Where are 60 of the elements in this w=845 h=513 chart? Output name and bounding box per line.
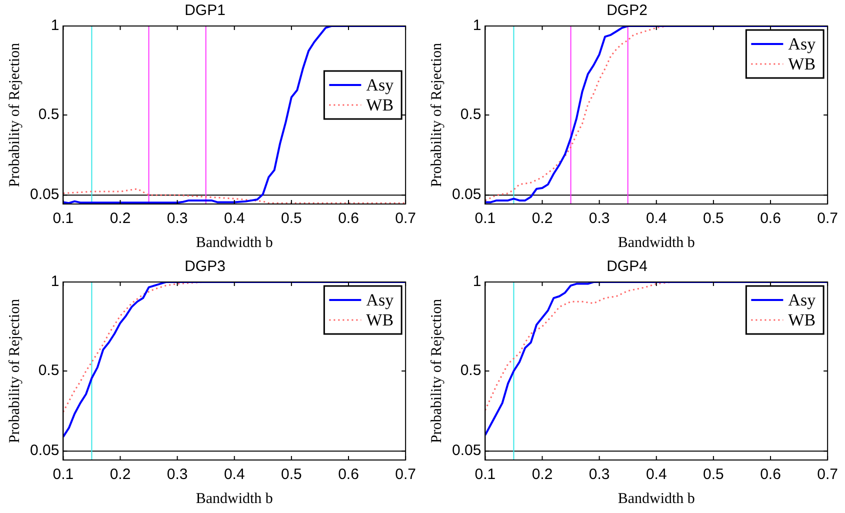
y-tick-label: 1 (50, 273, 60, 290)
legend-label: Asy (366, 75, 394, 94)
x-tick-label: 0.3 (166, 466, 188, 484)
x-tick-label: 0.2 (110, 210, 131, 228)
x-tick-label: 0.4 (646, 466, 667, 484)
x-tick-label: 0.5 (703, 210, 724, 228)
chart-title: DGP3 (184, 258, 226, 276)
x-tick-label: 0.5 (703, 466, 724, 484)
y-tick-label: 0.05 (452, 186, 482, 204)
x-tick-label: 0.6 (760, 210, 781, 228)
x-axis-title: Bandwidth b (196, 234, 273, 251)
y-axis-title: Probability of Rejection (6, 298, 23, 444)
x-axis-title: Bandwidth b (196, 490, 273, 507)
x-tick-label: 0.1 (52, 466, 74, 484)
y-axis-title: Probability of Rejection (428, 42, 445, 188)
x-tick-label: 0.2 (110, 466, 131, 484)
legend-label: WB (366, 310, 394, 330)
x-tick-label: 0.6 (338, 210, 359, 228)
y-axis-title: Probability of Rejection (6, 42, 23, 188)
x-tick-label: 0.2 (532, 466, 553, 484)
chart-title: DGP4 (606, 258, 648, 276)
legend-label: Asy (366, 290, 394, 310)
x-axis-title: Bandwidth b (618, 234, 695, 251)
x-tick-label: 0.3 (588, 210, 610, 228)
y-tick-label: 1 (50, 17, 60, 34)
x-tick-label: 0.6 (760, 466, 781, 484)
x-tick-label: 0.1 (52, 210, 74, 228)
x-tick-label: 0.7 (395, 466, 416, 484)
x-tick-label: 0.7 (817, 466, 838, 484)
x-tick-label: 0.5 (281, 466, 302, 484)
x-tick-label: 0.4 (224, 466, 245, 484)
chart-title: DGP1 (184, 2, 226, 20)
legend-label: Asy (788, 290, 816, 310)
x-tick-label: 0.1 (474, 210, 496, 228)
legend-label: WB (788, 54, 816, 74)
x-tick-label: 0.4 (224, 210, 245, 228)
x-tick-label: 0.7 (395, 210, 416, 228)
y-tick-label: 0.5 (460, 106, 482, 124)
y-tick-label: 0.05 (452, 442, 482, 460)
y-tick-label: 0.05 (30, 442, 60, 460)
legend-label: WB (788, 310, 816, 330)
x-tick-label: 0.3 (166, 210, 188, 228)
y-tick-label: 0.5 (460, 362, 482, 380)
x-tick-label: 0.2 (532, 210, 553, 228)
y-tick-label: 1 (472, 273, 482, 290)
legend-label: Asy (788, 34, 816, 54)
y-tick-label: 0.5 (38, 362, 60, 380)
x-axis-title: Bandwidth b (618, 490, 695, 507)
x-tick-label: 0.7 (817, 210, 838, 228)
y-tick-label: 0.05 (30, 186, 60, 204)
x-tick-label: 0.6 (338, 466, 359, 484)
y-axis-title: Probability of Rejection (428, 298, 445, 444)
y-tick-label: 1 (472, 17, 482, 34)
legend-label: WB (366, 95, 394, 114)
y-tick-label: 0.5 (38, 106, 60, 124)
x-tick-label: 0.5 (281, 210, 302, 228)
x-tick-label: 0.1 (474, 466, 496, 484)
x-tick-label: 0.4 (646, 210, 667, 228)
chart-title: DGP2 (606, 2, 648, 20)
x-tick-label: 0.3 (588, 466, 610, 484)
